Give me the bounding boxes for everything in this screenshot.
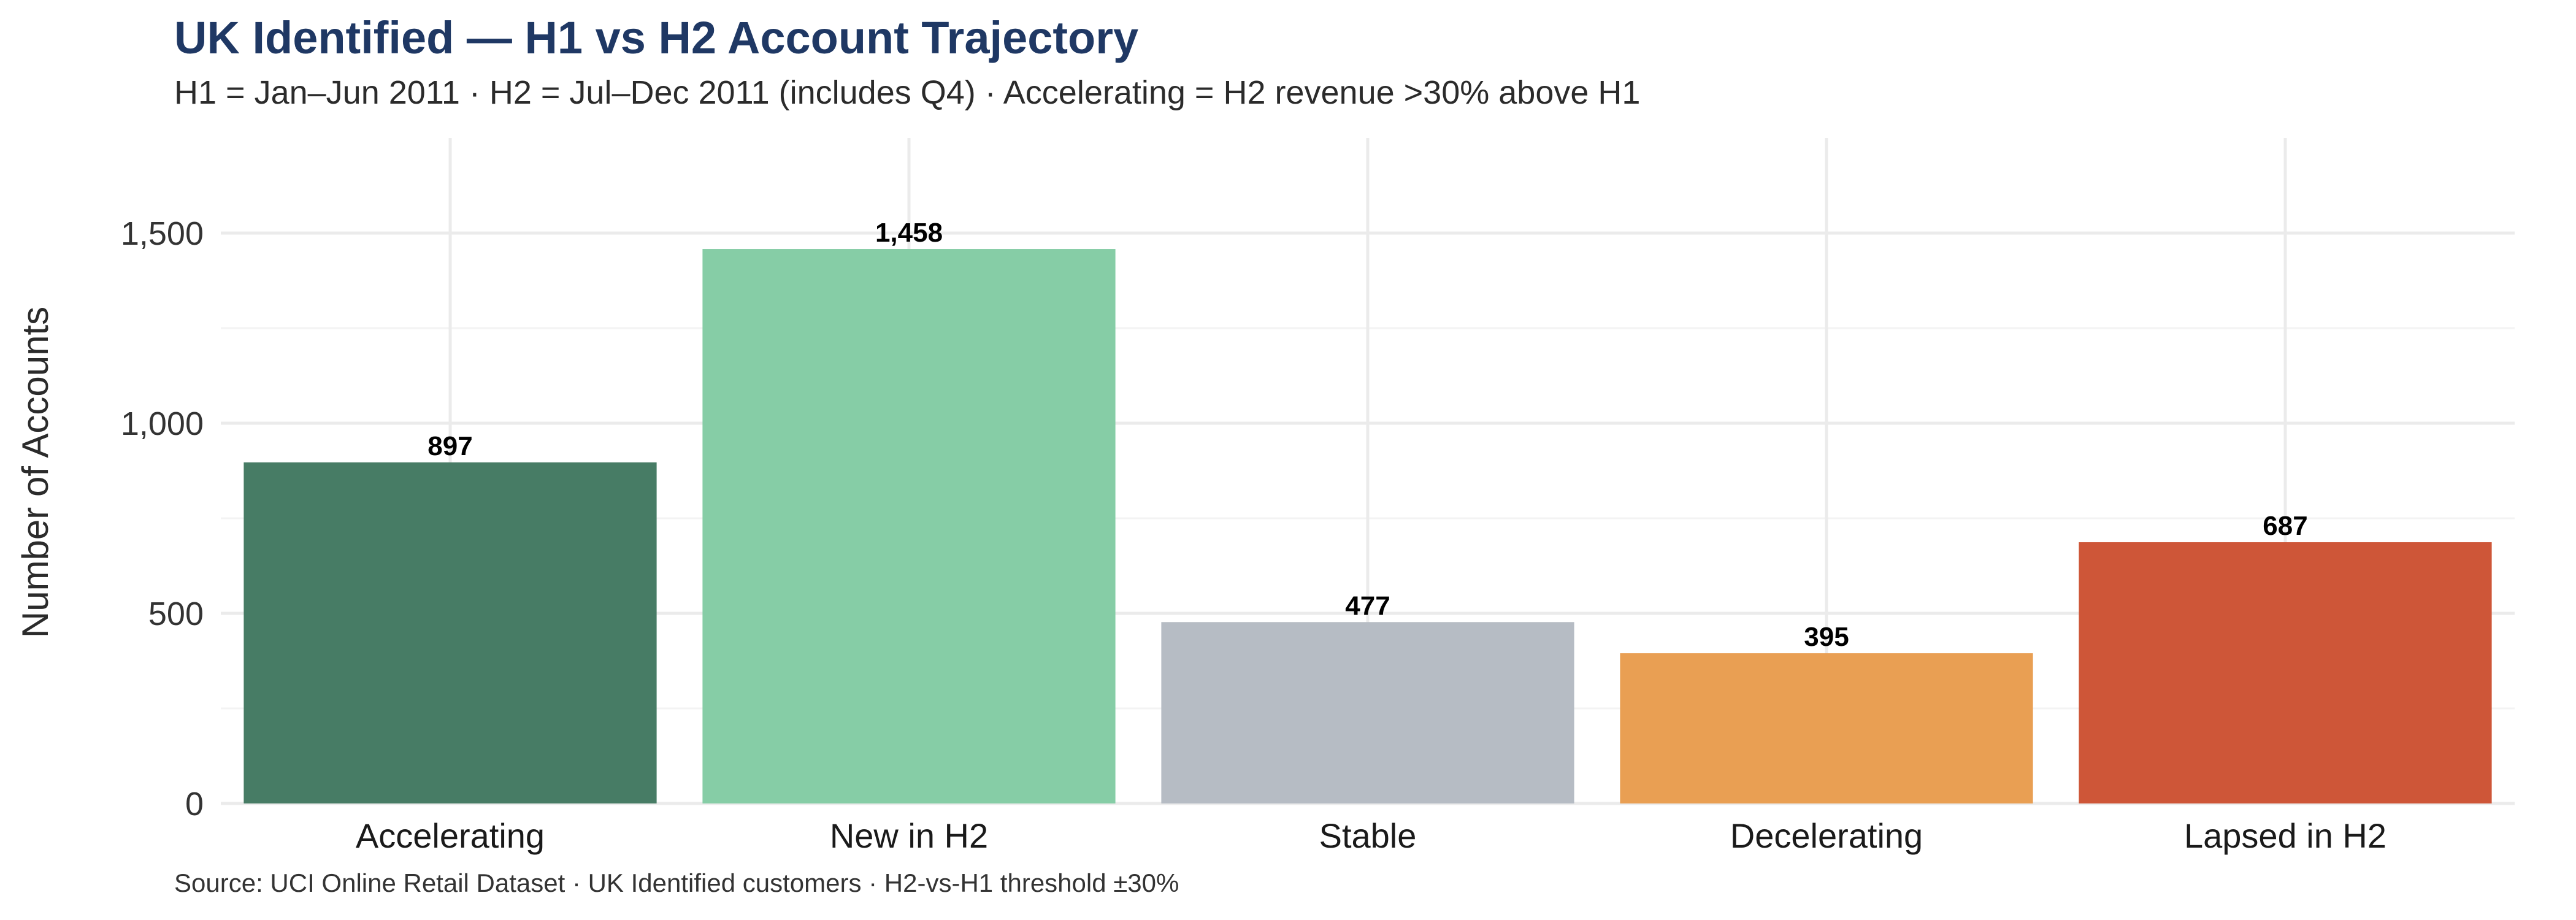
x-tick-label: Stable [1319, 816, 1417, 855]
bar-value-label: 897 [427, 431, 472, 461]
x-tick-label: Decelerating [1730, 816, 1923, 855]
chart-subtitle: H1 = Jan–Jun 2011 · H2 = Jul–Dec 2011 (i… [174, 74, 1641, 111]
y-tick-label: 1,500 [121, 215, 204, 252]
y-tick-label: 500 [148, 596, 204, 632]
x-tick-label: Accelerating [356, 816, 545, 855]
bars [243, 249, 2492, 803]
y-axis-title: Number of Accounts [15, 307, 56, 638]
bar [702, 249, 1116, 803]
x-tick-label: New in H2 [830, 816, 988, 855]
bar [1161, 622, 1574, 803]
bar-value-label: 477 [1345, 591, 1390, 621]
bar [1620, 653, 2033, 803]
bar [243, 462, 657, 803]
chart-caption: Source: UCI Online Retail Dataset · UK I… [174, 868, 1179, 897]
bar [2079, 542, 2492, 803]
bar-value-label: 687 [2263, 511, 2307, 541]
x-tick-label: Lapsed in H2 [2184, 816, 2386, 855]
y-axis-ticks: 0 500 1,000 1,500 [121, 215, 204, 822]
bar-value-label: 1,458 [875, 218, 943, 248]
data-labels: 897 1,458 477 395 687 [427, 218, 2307, 652]
chart-title: UK Identified — H1 vs H2 Account Traject… [174, 12, 1139, 63]
y-tick-label: 0 [185, 786, 204, 822]
y-tick-label: 1,000 [121, 405, 204, 442]
bar-value-label: 395 [1804, 622, 1849, 652]
x-axis-ticks: Accelerating New in H2 Stable Decelerating L… [356, 816, 2386, 855]
